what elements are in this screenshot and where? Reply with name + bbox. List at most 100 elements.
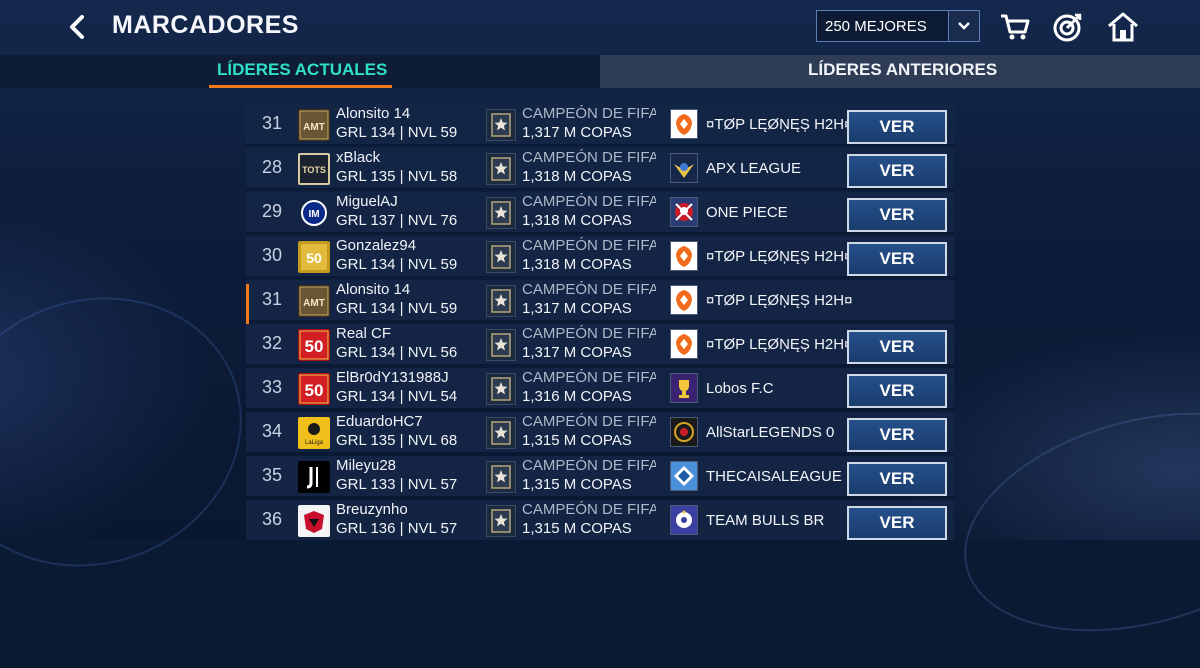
rank-number: 36 <box>261 509 283 529</box>
rank-number: 34 <box>261 421 283 441</box>
leaderboard-row[interactable]: 33 50 ElBr0dY131988J GRL 134 | NVL 54 CA… <box>246 368 954 410</box>
copas-count: 1,317 M COPAS <box>522 344 632 361</box>
division-icon <box>486 373 516 405</box>
rank-number: 28 <box>261 157 283 177</box>
view-button[interactable]: VER <box>847 154 947 188</box>
page-title: MARCADORES <box>112 11 299 39</box>
leaderboard-row[interactable]: 35 Mileyu28 GRL 133 | NVL 57 CAMPEÓN DE … <box>246 456 954 498</box>
league-name: ¤TØP LĘØŅĘȘ H2H¤ <box>706 292 853 309</box>
leaderboard-filter-dropdown[interactable]: 250 MEJORES <box>816 10 980 42</box>
league-name: ¤TØP LĘØŅĘȘ H2H¤ <box>706 336 853 353</box>
player-name: Real CF <box>336 325 392 342</box>
division-icon <box>486 505 516 537</box>
copas-count: 1,315 M COPAS <box>522 476 632 493</box>
player-stats: GRL 135 | NVL 68 <box>336 432 458 449</box>
player-badge-icon: 50 <box>298 241 330 273</box>
league-name: ONE PIECE <box>706 204 788 221</box>
copas-count: 1,317 M COPAS <box>522 124 632 141</box>
player-badge-icon: 50 <box>298 329 330 361</box>
division-name: CAMPEÓN DE FIFA I <box>522 193 656 210</box>
division-name: CAMPEÓN DE FIFA I <box>522 105 656 122</box>
league-name: TEAM BULLS BR <box>706 512 825 529</box>
leaderboard-row[interactable]: 31 AMT Alonsito 14 GRL 134 | NVL 59 CAMP… <box>246 104 954 146</box>
division-icon <box>486 461 516 493</box>
svg-text:TOTS: TOTS <box>302 165 326 175</box>
view-button[interactable]: VER <box>847 374 947 408</box>
player-badge-icon <box>298 461 330 493</box>
svg-text:AMT: AMT <box>303 122 325 133</box>
back-arrow-icon[interactable] <box>64 13 92 41</box>
view-button[interactable]: VER <box>847 110 947 144</box>
league-name: THECAISALEAGUE <box>706 468 842 485</box>
player-name: ElBr0dY131988J <box>336 369 449 386</box>
laurel-crest-icon <box>670 417 698 447</box>
player-stats: GRL 136 | NVL 57 <box>336 520 458 537</box>
leaderboard-list[interactable]: 31 AMT Alonsito 14 GRL 134 | NVL 59 CAMP… <box>246 100 954 540</box>
rank-number: 31 <box>261 113 283 133</box>
division-icon <box>486 241 516 273</box>
view-button[interactable]: VER <box>847 242 947 276</box>
division-icon <box>486 109 516 141</box>
player-name: MiguelAJ <box>336 193 398 210</box>
trophy-crest-icon <box>670 373 698 403</box>
store-cart-icon[interactable] <box>998 10 1032 44</box>
view-button[interactable]: VER <box>847 330 947 364</box>
leaderboard-row[interactable]: 34 LaLiga EduardoHC7 GRL 135 | NVL 68 CA… <box>246 412 954 454</box>
svg-text:AMT: AMT <box>303 298 325 309</box>
svg-text:LaLiga: LaLiga <box>305 440 324 446</box>
player-stats: GRL 134 | NVL 59 <box>336 124 458 141</box>
league-name: Lobos F.C <box>706 380 774 397</box>
ball-crest-icon <box>670 505 698 535</box>
leaderboard-row[interactable]: 32 50 Real CF GRL 134 | NVL 56 CAMPEÓN D… <box>246 324 954 366</box>
lion-crest-icon <box>670 109 698 139</box>
copas-count: 1,318 M COPAS <box>522 256 632 273</box>
skull-crest-icon <box>670 197 698 227</box>
player-badge-icon: AMT <box>298 109 330 141</box>
chevron-down-icon[interactable] <box>948 11 979 41</box>
rank-number: 30 <box>261 245 283 265</box>
player-stats: GRL 134 | NVL 59 <box>336 256 458 273</box>
division-name: CAMPEÓN DE FIFA I <box>522 149 656 166</box>
leaderboard-row[interactable]: 30 50 Gonzalez94 GRL 134 | NVL 59 CAMPEÓ… <box>246 236 954 278</box>
leaderboard-row[interactable]: 29 IM MiguelAJ GRL 137 | NVL 76 CAMPEÓN … <box>246 192 954 234</box>
player-name: Gonzalez94 <box>336 237 417 254</box>
player-stats: GRL 135 | NVL 58 <box>336 168 458 185</box>
tab-current-leaders[interactable]: LÍDERES ACTUALES <box>0 55 600 88</box>
division-name: CAMPEÓN DE FIFA I <box>522 413 656 430</box>
leaderboard-row-current-user[interactable]: 31 AMT Alonsito 14 GRL 134 | NVL 59 CAMP… <box>246 280 954 324</box>
view-button[interactable]: VER <box>847 462 947 496</box>
svg-text:50: 50 <box>305 381 324 400</box>
view-button[interactable]: VER <box>847 418 947 452</box>
home-icon[interactable] <box>1106 10 1140 44</box>
player-name: xBlack <box>336 149 381 166</box>
leaderboard-row[interactable]: 36 Breuzynho GRL 136 | NVL 57 CAMPEÓN DE… <box>246 500 954 540</box>
tab-previous-leaders[interactable]: LÍDERES ANTERIORES <box>600 55 1200 88</box>
division-icon <box>486 417 516 449</box>
league-name: ¤TØP LĘØŅĘȘ H2H¤ <box>706 248 853 265</box>
copas-count: 1,316 M COPAS <box>522 388 632 405</box>
league-name: AllStarLEGENDS 0 <box>706 424 835 441</box>
leaderboard-row[interactable]: 28 TOTS xBlack GRL 135 | NVL 58 CAMPEÓN … <box>246 148 954 190</box>
player-badge-icon <box>298 505 330 537</box>
player-name: EduardoHC7 <box>336 413 423 430</box>
player-badge-icon: TOTS <box>298 153 330 185</box>
division-icon <box>486 329 516 361</box>
division-name: CAMPEÓN DE FIFA I <box>522 325 656 342</box>
copas-count: 1,318 M COPAS <box>522 212 632 229</box>
division-name: CAMPEÓN DE FIFA I <box>522 457 656 474</box>
view-button[interactable]: VER <box>847 506 947 540</box>
player-name: Mileyu28 <box>336 457 397 474</box>
player-stats: GRL 134 | NVL 59 <box>336 300 458 317</box>
svg-text:50: 50 <box>305 337 324 356</box>
target-icon[interactable] <box>1051 10 1085 44</box>
player-stats: GRL 134 | NVL 54 <box>336 388 458 405</box>
copas-count: 1,317 M COPAS <box>522 300 632 317</box>
player-name: Alonsito 14 <box>336 105 411 122</box>
svg-text:IM: IM <box>308 209 319 220</box>
view-button[interactable]: VER <box>847 198 947 232</box>
lion-crest-icon <box>670 285 698 315</box>
lion-crest-icon <box>670 329 698 359</box>
rank-number: 32 <box>261 333 283 353</box>
svg-text:50: 50 <box>306 250 322 266</box>
division-name: CAMPEÓN DE FIFA I <box>522 281 656 298</box>
